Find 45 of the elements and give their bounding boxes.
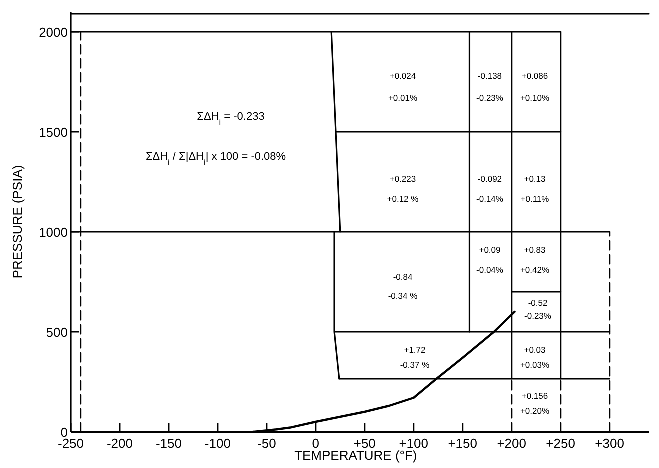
x-tick-label: 0 [312, 436, 320, 451]
x-tick-label: -50 [258, 436, 276, 451]
annotation: +0.09 [479, 245, 502, 255]
annotation: -0.52 [528, 298, 548, 308]
annotation: +0.83 [524, 245, 546, 255]
y-tick-label: 1000 [39, 225, 68, 240]
annotation: ΣΔH$_{i}$ = -0.233 [197, 111, 265, 126]
annotation: +0.024 [390, 71, 416, 81]
y-tick-label: 500 [46, 325, 68, 340]
annotation: -0.84 [393, 272, 413, 282]
x-tick-label: +150 [448, 436, 478, 451]
annotation: +1.72 [404, 345, 426, 355]
x-tick-label: +100 [399, 436, 429, 451]
x-tick-label: -150 [156, 436, 182, 451]
annotation: -0.37 % [400, 360, 430, 370]
annotation: +0.01% [388, 93, 418, 103]
annotation: -0.23% [524, 311, 552, 321]
annotation: -0.34 % [388, 291, 418, 301]
annotation: -0.138 [478, 71, 502, 81]
annotation: ΣΔH$_{i}$ / Σ|ΔH$_{i}$| x 100 = -0.08% [146, 151, 286, 166]
x-axis-title: TEMPERATURE (°F) [294, 448, 418, 463]
y-tick-label: 2000 [39, 25, 68, 40]
annotation: +0.03% [520, 360, 550, 370]
x-tick-label: -100 [204, 436, 231, 451]
x-tick-label: +300 [595, 436, 624, 451]
x-tick-label: +50 [354, 436, 376, 451]
annotation: +0.13 [524, 174, 546, 184]
annotation: -0.04% [476, 265, 504, 275]
x-tick-label: -200 [106, 436, 133, 451]
annotation: -0.23% [476, 93, 504, 103]
annotation: +0.223 [390, 174, 416, 184]
annotation: +0.12 % [387, 194, 420, 204]
annotation: +0.086 [522, 71, 548, 81]
annotation: -0.14% [476, 194, 504, 204]
annotation: -0.092 [478, 174, 502, 184]
y-axis-title: PRESSURE (PSIA) [10, 165, 25, 279]
x-tick-label: +200 [497, 436, 526, 451]
annotation: +0.156 [522, 391, 548, 401]
annotation: +0.20% [520, 406, 550, 416]
y-tick-label: 1500 [39, 125, 68, 140]
annotation: +0.11% [520, 194, 550, 204]
annotation: +0.10% [520, 93, 550, 103]
annotation: +0.42% [520, 265, 550, 275]
x-tick-label: +250 [546, 436, 576, 451]
annotation: +0.03 [524, 345, 546, 355]
